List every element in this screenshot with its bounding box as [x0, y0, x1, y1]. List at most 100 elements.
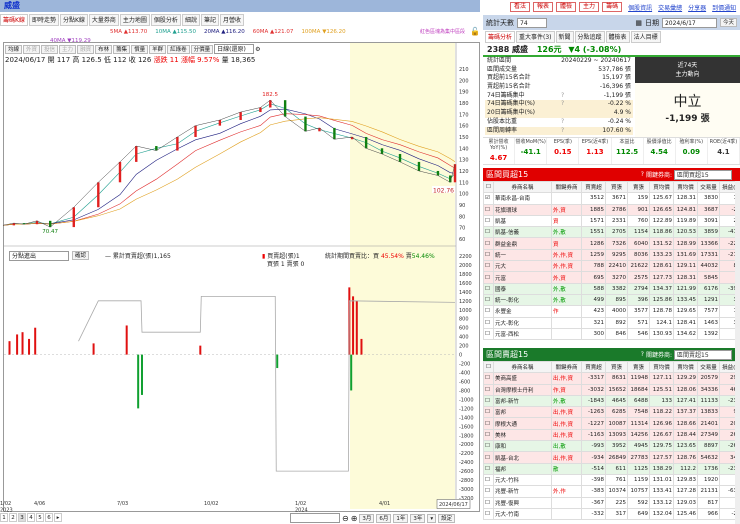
broker-name[interactable]: 元富-西松 — [493, 327, 552, 341]
chart-toggle-button[interactable]: 主力 — [59, 44, 77, 54]
tab-branch-k[interactable]: 分點K線 — [59, 14, 88, 26]
row-checkbox[interactable]: ☐ — [483, 372, 494, 385]
chart-toggle-button[interactable]: 外資 — [23, 44, 41, 54]
table-row[interactable]: ☐ 摩根大通 出,作,資 -1227 10087 11314 126.96 128.66 214… — [483, 417, 740, 430]
zoom-in-icon[interactable]: ⊕ — [350, 513, 358, 523]
broker-name[interactable]: 永豐金 — [493, 305, 552, 318]
row-checkbox[interactable]: ☐ — [483, 305, 494, 318]
tab-chip-k[interactable]: 籌碼K線 — [0, 14, 28, 26]
column-header[interactable]: 賣均價 — [673, 361, 698, 374]
confirm-button[interactable]: 確認 — [72, 251, 90, 260]
row-checkbox[interactable]: ☐ — [483, 417, 494, 430]
table-row[interactable]: ☐ 兆豐-新竹 外,作 -383 10374 10757 133.41 127.28 21131… — [483, 485, 740, 498]
key-broker-select[interactable]: 區間買超15 — [674, 169, 732, 180]
today-button[interactable]: 今天 — [719, 18, 737, 27]
broker-name[interactable]: 元大-竹科 — [493, 473, 552, 487]
lock-icon[interactable]: 🔓 — [470, 27, 480, 36]
page-button[interactable]: 4 — [27, 513, 35, 522]
chart-toggle-button[interactable]: 均線 — [5, 44, 23, 54]
zoom-out-icon[interactable]: ⊖ — [342, 513, 349, 523]
help-icon[interactable]: ? — [640, 171, 644, 178]
broker-name[interactable]: 國泰 — [493, 282, 552, 295]
column-header[interactable]: 賣均價 — [673, 181, 698, 194]
row-checkbox[interactable]: ☐ — [483, 282, 494, 295]
date-input[interactable]: 2024/6/17 — [661, 17, 717, 28]
column-header[interactable]: 買均價 — [649, 361, 674, 374]
table-row[interactable]: ☐ 美林 出,作,資 -1163 13093 14256 126.67 128.44 27349… — [483, 428, 740, 442]
row-checkbox[interactable]: ☐ — [483, 462, 494, 475]
row-checkbox[interactable]: ☐ — [483, 248, 494, 262]
row-checkbox[interactable]: ☐ — [483, 496, 494, 509]
row-checkbox[interactable]: ☐ — [483, 293, 494, 307]
broker-name[interactable]: 統一 — [493, 248, 552, 262]
broker-name[interactable]: 台灣摩根士丹利 — [493, 383, 552, 396]
range-1y[interactable]: 1年 — [393, 513, 409, 523]
tab-events[interactable]: 重大事件(3) — [516, 31, 555, 43]
page-button[interactable]: 3 — [18, 513, 26, 522]
row-checkbox[interactable]: ☐ — [483, 316, 494, 329]
range-3m[interactable]: 3月 — [359, 513, 375, 523]
column-header[interactable]: 交易量 — [697, 181, 720, 194]
tab-notes[interactable]: 筆記 — [200, 14, 219, 26]
stock-info-link[interactable]: 個股資訊 — [628, 4, 653, 12]
help-icon[interactable] — [561, 66, 581, 75]
range-input[interactable] — [290, 513, 340, 523]
broker-name[interactable]: 凱基 — [493, 214, 552, 228]
tab-main-map[interactable]: 主力地圖 — [119, 14, 150, 26]
column-header[interactable]: 買賣超 — [581, 181, 606, 194]
row-checkbox[interactable]: ☐ — [483, 394, 494, 408]
table-row[interactable]: ☐ 凱基-台北 出,作,資 -934 26849 27783 127.57 128.76 546… — [483, 451, 740, 464]
broker-name[interactable]: 元大 — [493, 260, 552, 273]
broker-name[interactable]: 群益金鼎 — [493, 237, 552, 250]
report-button[interactable]: 報表 — [533, 2, 554, 12]
help-icon[interactable]: ? — [561, 100, 565, 108]
row-checkbox[interactable]: ☐ — [483, 271, 494, 284]
row-checkbox[interactable]: ☐ — [483, 203, 494, 216]
help-icon[interactable]: ? — [640, 351, 644, 358]
row-checkbox[interactable]: ☐ — [483, 226, 494, 239]
trade-summary-link[interactable]: 交易彙總 — [658, 4, 683, 12]
tab-monthly-revenue[interactable]: 月營收 — [219, 14, 244, 26]
row-checkbox[interactable]: ☐ — [483, 507, 494, 521]
tab-stock-analysis[interactable]: 個股分析 — [150, 14, 181, 26]
broker-name[interactable]: 凱基-信義 — [493, 226, 552, 239]
broker-name[interactable]: 康和 — [493, 440, 552, 453]
broker-name[interactable]: 富邦 — [493, 406, 552, 419]
broker-name[interactable]: 美商高盛 — [493, 372, 552, 385]
chart-toggle-button[interactable]: 投信 — [41, 44, 59, 54]
row-checkbox[interactable]: ☐ — [483, 237, 494, 250]
column-header[interactable]: 賣張 — [627, 361, 650, 374]
chart-toggle-button[interactable]: 籌集 — [113, 44, 131, 54]
tab-branch-track[interactable]: 分點追蹤 — [574, 31, 605, 43]
column-header[interactable]: 買張 — [605, 181, 628, 194]
settings-icon[interactable]: ⚙ — [255, 45, 261, 53]
select-all-checkbox[interactable]: ☐ — [483, 361, 494, 374]
row-checkbox[interactable]: ☐ — [483, 406, 494, 419]
days-select[interactable]: 74 — [517, 17, 547, 28]
tab-realtime[interactable]: 即時走勢 — [28, 14, 59, 26]
column-header[interactable]: 賣張 — [627, 181, 650, 194]
broker-name[interactable]: 華南永昌-台南 — [493, 192, 552, 205]
range-6m[interactable]: 6月 — [376, 513, 392, 523]
page-button[interactable]: 5 — [36, 513, 44, 522]
row-checkbox[interactable]: ☐ — [483, 260, 494, 273]
broker-name[interactable]: 元大-彰化 — [493, 316, 552, 329]
chips-button[interactable]: 籌碼 — [602, 2, 623, 12]
page-button[interactable]: ▸ — [54, 513, 62, 522]
column-header[interactable]: 券商名稱 — [493, 181, 552, 194]
broker-name[interactable]: 美林 — [493, 428, 552, 442]
tab-chip-analysis[interactable]: 籌碼分析 — [485, 31, 516, 43]
broker-name[interactable]: 元大-竹南 — [493, 507, 552, 521]
table-row[interactable]: ☐統一外,作,資125992958036133.23131.6917331-21… — [483, 248, 740, 262]
chart-toggle-button[interactable]: 羊群 — [149, 44, 167, 54]
key-broker-select[interactable]: 區間賣超15 — [674, 349, 732, 360]
